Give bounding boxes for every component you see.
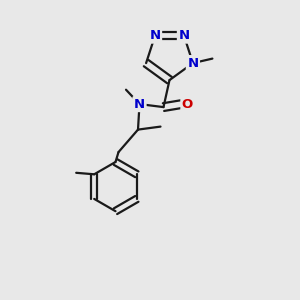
Text: N: N bbox=[187, 57, 199, 70]
Text: N: N bbox=[134, 98, 145, 111]
Text: N: N bbox=[149, 29, 161, 42]
Text: N: N bbox=[178, 29, 190, 42]
Text: O: O bbox=[182, 98, 193, 111]
